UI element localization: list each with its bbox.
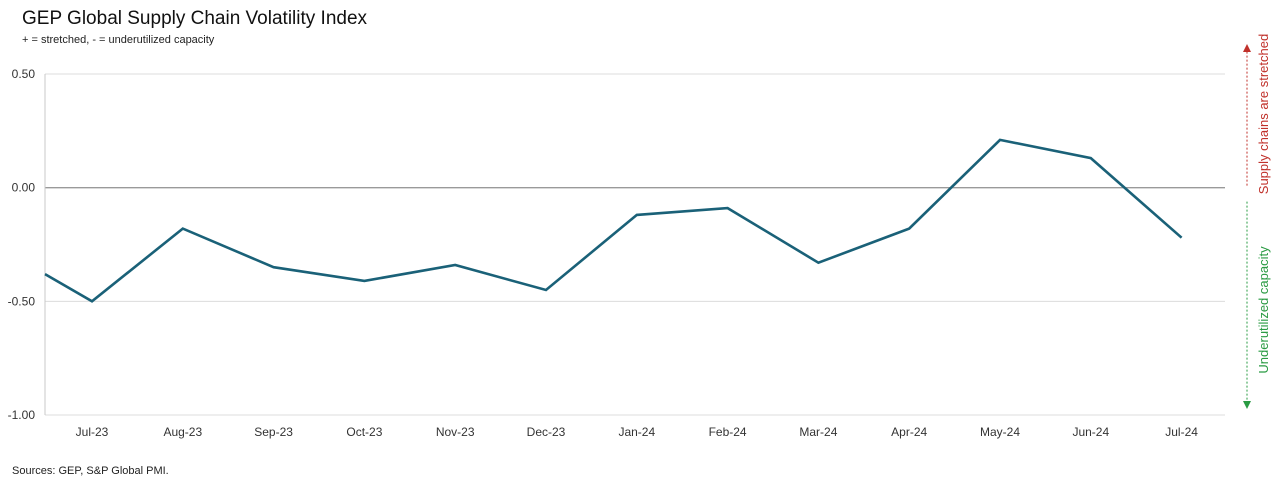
x-tick-label: Apr-24 [891,425,927,439]
chart-subtitle: + = stretched, - = underutilized capacit… [22,34,215,46]
y-tick-label: -0.50 [8,294,36,308]
x-tick-label: Nov-23 [436,425,475,439]
x-tick-label: Jul-24 [1165,425,1198,439]
x-tick-label: Feb-24 [709,425,747,439]
underutilized-annotation: Underutilized capacity [1256,246,1271,374]
x-tick-label: Jul-23 [76,425,109,439]
chart-title: GEP Global Supply Chain Volatility Index [22,8,368,29]
x-tick-label: Sep-23 [254,425,293,439]
down-arrow-icon [1243,401,1251,409]
series-line [44,138,1183,303]
x-tick-label: May-24 [980,425,1020,439]
y-tick-label: 0.00 [12,181,36,195]
source-note: Sources: GEP, S&P Global PMI. [12,465,169,477]
y-tick-label: -1.00 [8,408,36,422]
x-tick-label: Mar-24 [799,425,837,439]
stretched-annotation: Supply chains are stretched [1256,34,1271,194]
up-arrow-icon [1243,44,1251,52]
x-tick-label: Jan-24 [618,425,655,439]
x-tick-label: Jun-24 [1072,425,1109,439]
x-tick-label: Oct-23 [346,425,382,439]
y-tick-label: 0.50 [12,67,36,81]
x-tick-label: Aug-23 [163,425,202,439]
x-tick-label: Dec-23 [527,425,566,439]
